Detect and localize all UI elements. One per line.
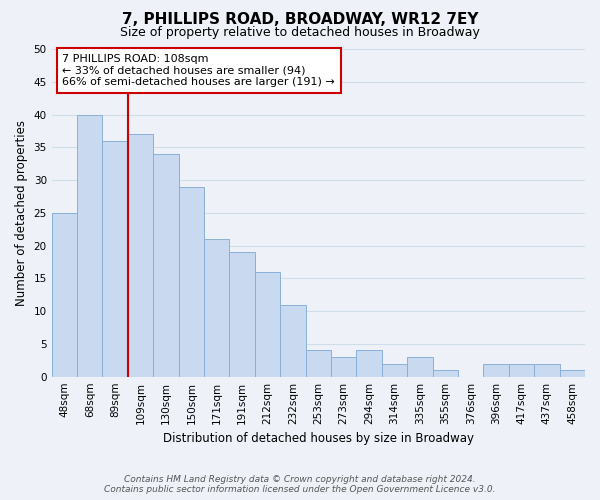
Bar	[356, 350, 382, 376]
Bar	[128, 134, 153, 376]
Bar	[534, 364, 560, 376]
Bar	[103, 141, 128, 376]
Text: Size of property relative to detached houses in Broadway: Size of property relative to detached ho…	[120, 26, 480, 39]
Bar	[433, 370, 458, 376]
Bar	[255, 272, 280, 376]
Text: 7, PHILLIPS ROAD, BROADWAY, WR12 7EY: 7, PHILLIPS ROAD, BROADWAY, WR12 7EY	[122, 12, 478, 28]
Bar	[407, 357, 433, 376]
Bar	[305, 350, 331, 376]
Bar	[52, 213, 77, 376]
Bar	[509, 364, 534, 376]
Bar	[229, 252, 255, 376]
Bar	[280, 304, 305, 376]
Bar	[560, 370, 585, 376]
Bar	[484, 364, 509, 376]
Bar	[77, 114, 103, 376]
Text: Contains HM Land Registry data © Crown copyright and database right 2024.
Contai: Contains HM Land Registry data © Crown c…	[104, 474, 496, 494]
Bar	[153, 154, 179, 376]
Bar	[382, 364, 407, 376]
Y-axis label: Number of detached properties: Number of detached properties	[15, 120, 28, 306]
Bar	[204, 239, 229, 376]
Text: 7 PHILLIPS ROAD: 108sqm
← 33% of detached houses are smaller (94)
66% of semi-de: 7 PHILLIPS ROAD: 108sqm ← 33% of detache…	[62, 54, 335, 87]
Bar	[179, 186, 204, 376]
X-axis label: Distribution of detached houses by size in Broadway: Distribution of detached houses by size …	[163, 432, 474, 445]
Bar	[331, 357, 356, 376]
